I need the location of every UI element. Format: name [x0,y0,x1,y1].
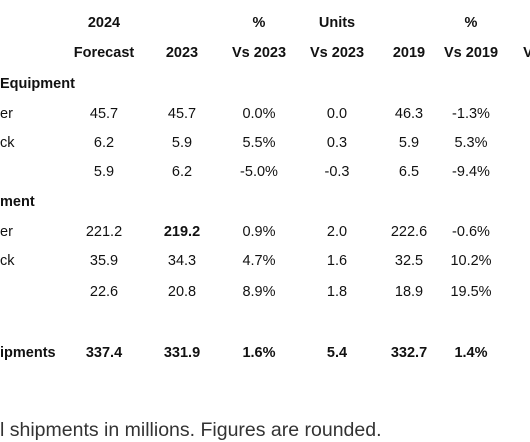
total-2019: 332.7 [390,345,428,361]
cell-2023: 219.2 [163,224,201,240]
cell-units: 0.0 [326,106,348,122]
footnote: l shipments in millions. Figures are rou… [0,419,382,441]
cell-forecast: 22.6 [89,284,119,300]
cell-vs2023: 8.9% [242,284,276,300]
total-forecast: 337.4 [85,345,123,361]
header-2019: 2019 [392,45,426,61]
cell-vs2023: 5.5% [242,135,276,151]
cell-2019: 32.5 [394,253,424,269]
cell-2023: 5.9 [171,135,193,151]
cell-units: 2.0 [326,224,348,240]
cell-forecast: 221.2 [85,224,123,240]
header-2024: 2024 [87,15,121,31]
row-label: er [0,106,13,122]
cell-vs2023: 0.9% [242,224,276,240]
section-title: Equipment [0,76,75,92]
cell-vs2019: -0.6% [452,224,490,240]
cell-units: -0.3 [324,164,350,180]
row-label: ck [0,253,15,269]
header-vs2023: Vs 2023 [231,45,287,61]
total-2023: 331.9 [163,345,201,361]
row-label: ck [0,135,15,151]
section-title: ment [0,194,35,210]
header-units: Units [318,15,356,31]
header-vs2019: Vs 2019 [443,45,499,61]
cell-2019: 222.6 [390,224,428,240]
header-forecast: Forecast [73,45,135,61]
cell-2023: 20.8 [167,284,197,300]
cell-2019: 46.3 [394,106,424,122]
cell-2023: 45.7 [167,106,197,122]
cell-vs2019: -1.3% [452,106,490,122]
total-units: 5.4 [326,345,348,361]
cell-2019: 18.9 [394,284,424,300]
header-pct-vs2023: % [252,15,266,31]
total-label: ipments [0,345,56,361]
cell-forecast: 35.9 [89,253,119,269]
header-pct-vs2019: % [464,15,478,31]
cell-vs2023: 4.7% [242,253,276,269]
cell-forecast: 6.2 [93,135,115,151]
cell-2019: 6.5 [398,164,420,180]
cell-vs2019: 19.5% [450,284,492,300]
cell-forecast: 5.9 [93,164,115,180]
cell-vs2019: 10.2% [450,253,492,269]
cell-vs2019: 5.3% [454,135,488,151]
row-label: er [0,224,13,240]
cell-units: 1.8 [326,284,348,300]
cell-vs2019: -9.4% [452,164,490,180]
cell-units: 0.3 [326,135,348,151]
header-units-vs2023: Vs 2023 [309,45,365,61]
cell-2019: 5.9 [398,135,420,151]
cell-2023: 6.2 [171,164,193,180]
cell-units: 1.6 [326,253,348,269]
cell-2023: 34.3 [167,253,197,269]
header-2023: 2023 [165,45,199,61]
cell-vs2023: -5.0% [240,164,278,180]
cell-vs2023: 0.0% [242,106,276,122]
cell-forecast: 45.7 [89,106,119,122]
total-vs2019: 1.4% [454,345,488,361]
header-clipped-edge: V [523,45,530,61]
total-vs2023: 1.6% [242,345,276,361]
